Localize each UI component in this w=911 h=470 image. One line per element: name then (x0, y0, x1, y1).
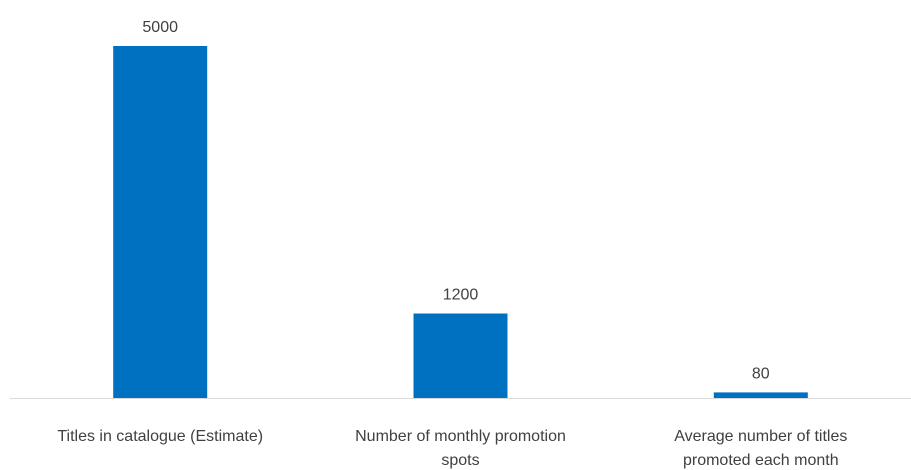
data-label-2: 1200 (443, 287, 479, 304)
data-labels-layer: 5000 1200 80 (142, 19, 769, 382)
data-label-1: 5000 (142, 19, 178, 36)
bar-3 (713, 392, 808, 398)
category-label-line: Average number of titles (674, 428, 847, 445)
bar-2 (413, 313, 508, 398)
category-label-line: spots (441, 452, 479, 469)
category-label-3: Average number of titles promoted each mo… (674, 428, 847, 469)
bar-1 (113, 46, 208, 398)
category-label-line: Number of monthly promotion (355, 428, 566, 445)
category-labels-layer: Titles in catalogue (Estimate) Number of … (57, 428, 847, 469)
category-label-line: promoted each month (683, 452, 839, 469)
bars-layer (113, 46, 808, 398)
category-label-1: Titles in catalogue (Estimate) (57, 428, 263, 445)
category-label-2: Number of monthly promotion spots (355, 428, 566, 469)
category-label-line: Titles in catalogue (Estimate) (57, 428, 263, 445)
data-label-3: 80 (752, 365, 770, 382)
